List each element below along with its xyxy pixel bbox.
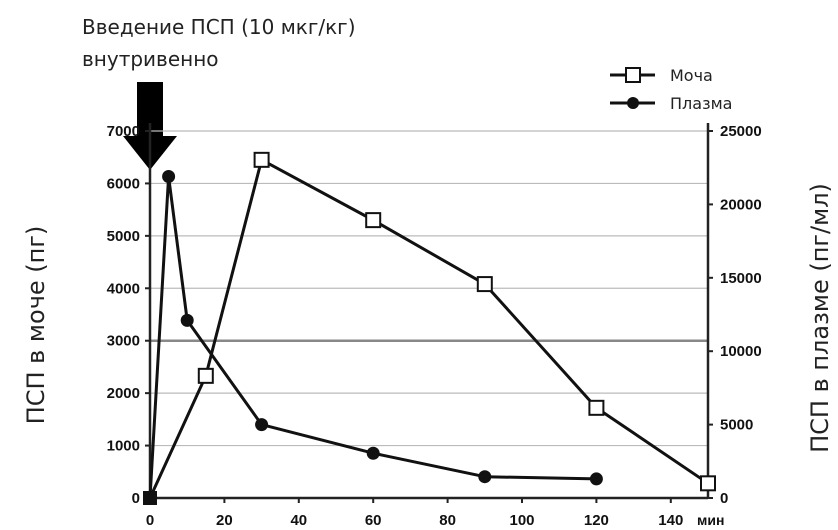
- plasma-point: [589, 472, 603, 486]
- x-axis-unit: мин: [697, 512, 724, 528]
- x-tick-label: 40: [290, 512, 307, 529]
- injection-annotation-line2: внутривенно: [82, 47, 219, 71]
- urine-point: [197, 367, 214, 384]
- left-tick-label: 4000: [107, 280, 140, 297]
- legend-urine-marker: [625, 67, 641, 83]
- x-tick-label: 0: [146, 512, 154, 529]
- legend: Моча Плазма: [610, 66, 732, 113]
- right-tick-label: 0: [720, 490, 728, 507]
- urine-point: [588, 399, 605, 416]
- urine-point: [253, 151, 270, 168]
- grid: [150, 130, 708, 447]
- tick-labels: 0100020003000400050006000700005000100001…: [107, 123, 762, 529]
- left-tick-label: 1000: [107, 438, 140, 455]
- left-tick-label: 3000: [107, 333, 140, 350]
- right-tick-label: 25000: [720, 123, 762, 140]
- urine-point: [365, 212, 382, 229]
- origin-point: [143, 491, 157, 505]
- plasma-point: [366, 446, 380, 460]
- plasma-point: [478, 470, 492, 484]
- series-group: [143, 151, 716, 505]
- right-axis-title: ПСП в плазме (пг/мл): [806, 183, 834, 453]
- left-axis-title: ПСП в моче (пг): [22, 226, 50, 425]
- legend-urine-label: Моча: [670, 66, 713, 85]
- right-tick-label: 15000: [720, 270, 762, 287]
- x-tick-label: 80: [439, 512, 456, 529]
- injection-annotation-line1: Введение ПСП (10 мкг/кг): [82, 15, 356, 39]
- legend-plasma-label: Плазма: [670, 94, 732, 113]
- left-tick-label: 6000: [107, 175, 140, 192]
- right-tick-label: 20000: [720, 196, 762, 213]
- plasma-point: [180, 313, 194, 327]
- right-tick-label: 10000: [720, 343, 762, 360]
- axes: [145, 123, 713, 503]
- urine-point: [700, 475, 716, 492]
- plasma-point: [255, 418, 269, 432]
- x-tick-label: 60: [365, 512, 382, 529]
- left-tick-label: 0: [132, 490, 140, 507]
- x-tick-label: 100: [509, 512, 534, 529]
- right-tick-label: 5000: [720, 417, 753, 434]
- left-tick-label: 7000: [107, 123, 140, 140]
- series-line-urine: [148, 158, 709, 499]
- legend-plasma-marker: [627, 97, 639, 109]
- urine-point: [476, 276, 493, 293]
- x-tick-label: 140: [658, 512, 683, 529]
- plasma-point: [162, 170, 176, 184]
- left-tick-label: 2000: [107, 385, 140, 402]
- x-tick-label: 20: [216, 512, 233, 529]
- left-tick-label: 5000: [107, 228, 140, 245]
- x-tick-label: 120: [584, 512, 609, 529]
